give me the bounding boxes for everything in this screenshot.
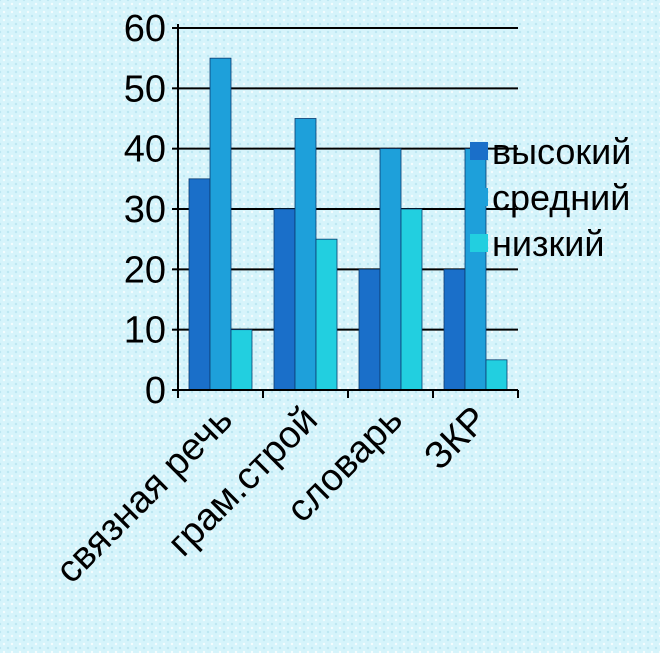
y-tick-label: 10 <box>124 310 166 352</box>
y-tick-labels: 0 10 20 30 40 50 60 <box>124 8 166 412</box>
bar-низкий-3 <box>485 359 508 391</box>
bar-средний-3 <box>464 148 487 391</box>
bar-высокий-1 <box>273 208 296 391</box>
y-tick-label: 20 <box>124 249 166 291</box>
x-tick-label: ЗКР <box>416 399 496 479</box>
y-tick-label: 40 <box>124 129 166 171</box>
bar-средний-1 <box>294 118 317 391</box>
legend-swatch-0 <box>470 142 488 160</box>
bar-высокий-3 <box>443 268 466 391</box>
legend-swatch-1 <box>470 188 488 206</box>
bar-низкий-0 <box>230 329 253 391</box>
legend: высокий средний низкий <box>470 131 631 264</box>
y-tick-label: 50 <box>124 68 166 110</box>
axes <box>172 24 519 398</box>
bars <box>188 57 508 391</box>
legend-label-0: высокий <box>492 131 631 172</box>
legend-label-1: средний <box>492 177 630 218</box>
bar-высокий-0 <box>188 178 211 391</box>
bar-средний-2 <box>379 148 402 391</box>
y-tick-label: 30 <box>124 189 166 231</box>
y-tick-label: 0 <box>145 370 166 412</box>
bar-низкий-1 <box>315 238 338 391</box>
y-tick-label: 60 <box>124 8 166 50</box>
legend-swatch-2 <box>470 234 488 252</box>
bar-средний-0 <box>209 57 232 391</box>
bar-высокий-2 <box>358 268 381 391</box>
legend-label-2: низкий <box>492 223 604 264</box>
bar-низкий-2 <box>400 208 423 391</box>
